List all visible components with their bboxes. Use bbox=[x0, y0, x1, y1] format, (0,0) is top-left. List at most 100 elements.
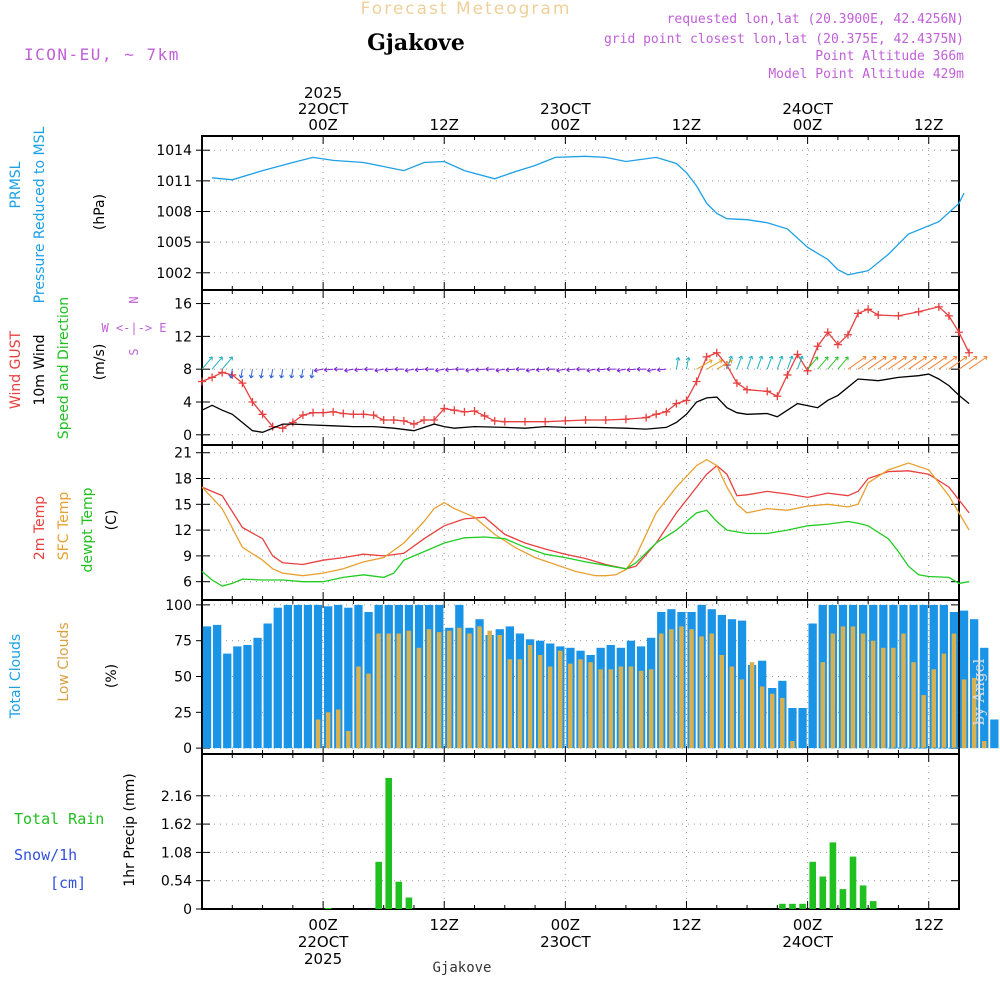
total-cloud-bar bbox=[798, 708, 807, 749]
gust-point bbox=[258, 410, 267, 419]
gust-point bbox=[763, 387, 772, 396]
wind-direction-arrow bbox=[746, 355, 754, 370]
gust-point bbox=[399, 416, 408, 425]
gust-point bbox=[652, 410, 661, 419]
total-cloud-bar bbox=[788, 708, 797, 749]
wind-direction-arrow bbox=[465, 367, 475, 373]
precip-ytick-label: 0 bbox=[183, 902, 192, 918]
wind-direction-arrow bbox=[877, 356, 897, 370]
gust-point bbox=[823, 328, 832, 337]
wind-series-10m-wind bbox=[201, 373, 970, 433]
compass-n: N bbox=[127, 296, 141, 303]
wind-direction-arrow bbox=[279, 369, 285, 379]
gust-point bbox=[278, 424, 287, 433]
gust-point bbox=[541, 417, 550, 426]
clouds-ytick-label: 25 bbox=[174, 705, 192, 721]
wind-direction-arrow bbox=[221, 356, 233, 370]
gust-point bbox=[743, 385, 752, 394]
gust-point bbox=[460, 407, 469, 416]
low-cloud-bar bbox=[457, 627, 462, 749]
total-cloud-bar bbox=[808, 623, 817, 749]
wind-axis-label: Wind GUST bbox=[8, 330, 24, 409]
gust-point bbox=[248, 397, 257, 406]
model-label: ICON-EU, ~ 7km bbox=[24, 45, 180, 64]
low-cloud-bar bbox=[881, 647, 886, 749]
low-cloud-bar bbox=[436, 632, 442, 749]
precip-ytick-label: 0.54 bbox=[161, 874, 192, 890]
precip-bar bbox=[395, 881, 403, 909]
wind-direction-arrow bbox=[827, 356, 839, 370]
wind-direction-arrow bbox=[201, 356, 213, 370]
wind-direction-arrow bbox=[384, 367, 394, 373]
total-cloud-bar bbox=[303, 604, 313, 749]
low-cloud-bar bbox=[315, 719, 321, 749]
low-cloud-bar bbox=[517, 659, 523, 749]
low-cloud-bar bbox=[447, 630, 452, 749]
wind-direction-arrow bbox=[636, 366, 647, 372]
low-cloud-bar bbox=[931, 669, 936, 749]
gust-point bbox=[773, 392, 782, 401]
wind-direction-arrow bbox=[323, 367, 334, 373]
wind-direction-arrow bbox=[736, 355, 744, 370]
wind-direction-arrow bbox=[556, 367, 566, 373]
footer-location: Gjakove bbox=[432, 960, 491, 976]
precip-ytick-label: 1.08 bbox=[161, 845, 192, 861]
precip-bar bbox=[829, 842, 837, 909]
precip-bar bbox=[819, 876, 827, 909]
wind-direction-arrow bbox=[928, 356, 948, 370]
point-altitude: Point Altitude 366m bbox=[815, 49, 964, 64]
gust-point bbox=[309, 408, 318, 417]
wind-direction-arrow bbox=[525, 367, 536, 373]
low-cloud-bar bbox=[669, 629, 674, 749]
gust-point bbox=[561, 416, 570, 425]
compass-we: W <-|-> E bbox=[101, 321, 166, 335]
clouds-unit-label: (%) bbox=[104, 664, 120, 688]
precip-bar bbox=[385, 778, 392, 909]
temperature-ytick-label: 12 bbox=[174, 523, 192, 539]
gust-point bbox=[218, 368, 227, 377]
pressure-frame bbox=[201, 135, 960, 291]
low-cloud-bar bbox=[618, 666, 624, 749]
time-label-top: 00Z bbox=[793, 116, 822, 134]
gust-point bbox=[662, 407, 671, 416]
low-cloud-bar bbox=[558, 650, 563, 749]
gust-point bbox=[238, 379, 247, 388]
low-cloud-bar bbox=[780, 698, 785, 749]
total-cloud-bar bbox=[233, 646, 242, 749]
pressure-ytick-label: 1005 bbox=[156, 235, 192, 251]
wind-direction-arrow bbox=[354, 367, 364, 373]
precip-bar bbox=[859, 885, 867, 909]
pressure-ytick-label: 1008 bbox=[156, 205, 192, 221]
wind-direction-arrow bbox=[414, 367, 425, 373]
total-cloud-bar bbox=[273, 607, 282, 749]
time-label-bottom: 00Z bbox=[551, 916, 580, 934]
gust-point bbox=[430, 416, 439, 425]
low-cloud-bar bbox=[598, 669, 603, 749]
wind-direction-arrow bbox=[211, 356, 223, 370]
precip-ytick-label: 1.62 bbox=[161, 817, 192, 833]
precip-snow-label: Snow/1h bbox=[14, 846, 77, 864]
time-label-bottom: 12Z bbox=[672, 916, 701, 934]
low-cloud-bar bbox=[426, 629, 432, 749]
gust-point bbox=[379, 416, 388, 425]
total-cloud-bar bbox=[213, 624, 222, 749]
gust-point bbox=[813, 342, 822, 351]
wind-direction-arrow bbox=[606, 366, 616, 372]
gust-point bbox=[702, 352, 711, 361]
wind-direction-arrow bbox=[374, 367, 384, 373]
wind-direction-arrow bbox=[626, 367, 637, 373]
total-cloud-bar bbox=[919, 604, 928, 749]
low-cloud-bar bbox=[860, 633, 866, 749]
wind-direction-arrow bbox=[837, 356, 849, 370]
low-cloud-bar bbox=[891, 647, 896, 749]
time-label-top: 12Z bbox=[430, 116, 459, 134]
pressure-ytick-label: 1011 bbox=[156, 174, 192, 190]
time-label-top: 22OCT bbox=[298, 100, 349, 118]
low-cloud-bar bbox=[507, 659, 513, 749]
total-cloud-bar bbox=[334, 604, 343, 749]
wind-direction-arrow bbox=[646, 367, 657, 373]
wind-direction-arrow bbox=[857, 356, 877, 370]
clouds-ytick-label: 75 bbox=[174, 634, 192, 650]
gust-point bbox=[409, 420, 418, 429]
